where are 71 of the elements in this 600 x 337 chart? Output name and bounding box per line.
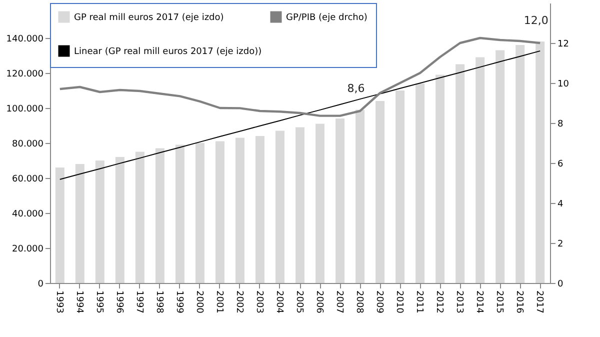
x-tick-label: 2005 <box>294 290 304 314</box>
x-tick-label: 2000 <box>194 290 204 314</box>
x-tick-label: 2015 <box>494 290 504 314</box>
x-tick-label: 2011 <box>414 290 424 314</box>
bar <box>115 157 124 283</box>
bar <box>195 143 204 283</box>
x-tick-label: 2003 <box>254 290 264 314</box>
legend-label: Linear (GP real mill euros 2017 (eje izdo)) <box>74 47 262 57</box>
bar <box>496 50 505 283</box>
bar <box>296 127 304 283</box>
y2-tick-label: 2 <box>558 240 564 250</box>
y2-tick-label: 6 <box>558 160 564 170</box>
bar <box>456 64 465 283</box>
y2-tick-label: 4 <box>558 200 564 210</box>
x-tick-label: 2007 <box>334 290 344 314</box>
x-tick-label: 1997 <box>134 290 144 314</box>
x-tick-label: 2001 <box>214 290 224 314</box>
x-tick-label: 2017 <box>534 290 544 314</box>
bar <box>215 141 224 283</box>
bar <box>316 124 325 283</box>
legend-label: GP real mill euros 2017 (eje izdo) <box>74 13 224 23</box>
x-tick-label: 2014 <box>474 290 484 314</box>
y2-tick-label: 0 <box>558 280 564 290</box>
y-tick-label: 40.000 <box>12 210 44 220</box>
x-tick-label: 1998 <box>154 290 164 314</box>
y-tick-label: 60.000 <box>12 174 44 184</box>
bar <box>436 74 445 283</box>
bar <box>336 118 345 283</box>
x-tick-label: 2012 <box>434 290 444 314</box>
x-tick-label: 2004 <box>274 290 284 314</box>
bar <box>55 168 64 283</box>
data-label: 12,0 <box>524 14 548 27</box>
x-tick-label: 2008 <box>354 290 364 314</box>
bar <box>155 148 164 283</box>
legend-label: GP/PIB (eje drcho) <box>286 13 368 23</box>
bar <box>356 110 365 283</box>
y2-tick-label: 12 <box>558 40 569 50</box>
y-tick-label: 100.000 <box>6 104 44 114</box>
x-tick-label: 2016 <box>514 290 524 314</box>
x-tick-label: 2006 <box>314 290 324 314</box>
x-tick-label: 1999 <box>174 290 184 314</box>
bar <box>476 57 485 283</box>
y-tick-label: 120.000 <box>6 70 44 80</box>
x-tick-label: 2009 <box>374 290 384 314</box>
bar <box>95 160 104 283</box>
bar <box>75 164 84 283</box>
x-tick-label: 1993 <box>54 290 64 314</box>
bar <box>235 138 244 283</box>
bar <box>536 42 545 283</box>
x-tick-label: 2013 <box>454 290 464 314</box>
y2-tick-label: 10 <box>558 80 570 90</box>
x-tick-label: 1994 <box>74 290 84 314</box>
bar <box>516 45 525 283</box>
y2-tick-label: 8 <box>558 120 564 130</box>
bar <box>255 136 264 283</box>
y-tick-label: 20.000 <box>12 244 44 254</box>
y-tick-label: 0 <box>38 280 44 290</box>
x-tick-label: 2002 <box>234 290 244 314</box>
data-label: 8,6 <box>347 82 365 95</box>
bar <box>416 84 425 283</box>
x-tick-label: 2010 <box>394 290 404 314</box>
line-series <box>58 36 542 117</box>
bar <box>396 90 405 283</box>
y-tick-label: 80.000 <box>12 140 44 150</box>
bar <box>135 152 144 283</box>
bar <box>376 101 385 283</box>
bar <box>175 144 184 283</box>
x-tick-label: 1996 <box>114 290 124 314</box>
x-tick-label: 1995 <box>94 290 104 314</box>
bar <box>275 130 284 283</box>
y-tick-label: 140.000 <box>6 34 44 44</box>
